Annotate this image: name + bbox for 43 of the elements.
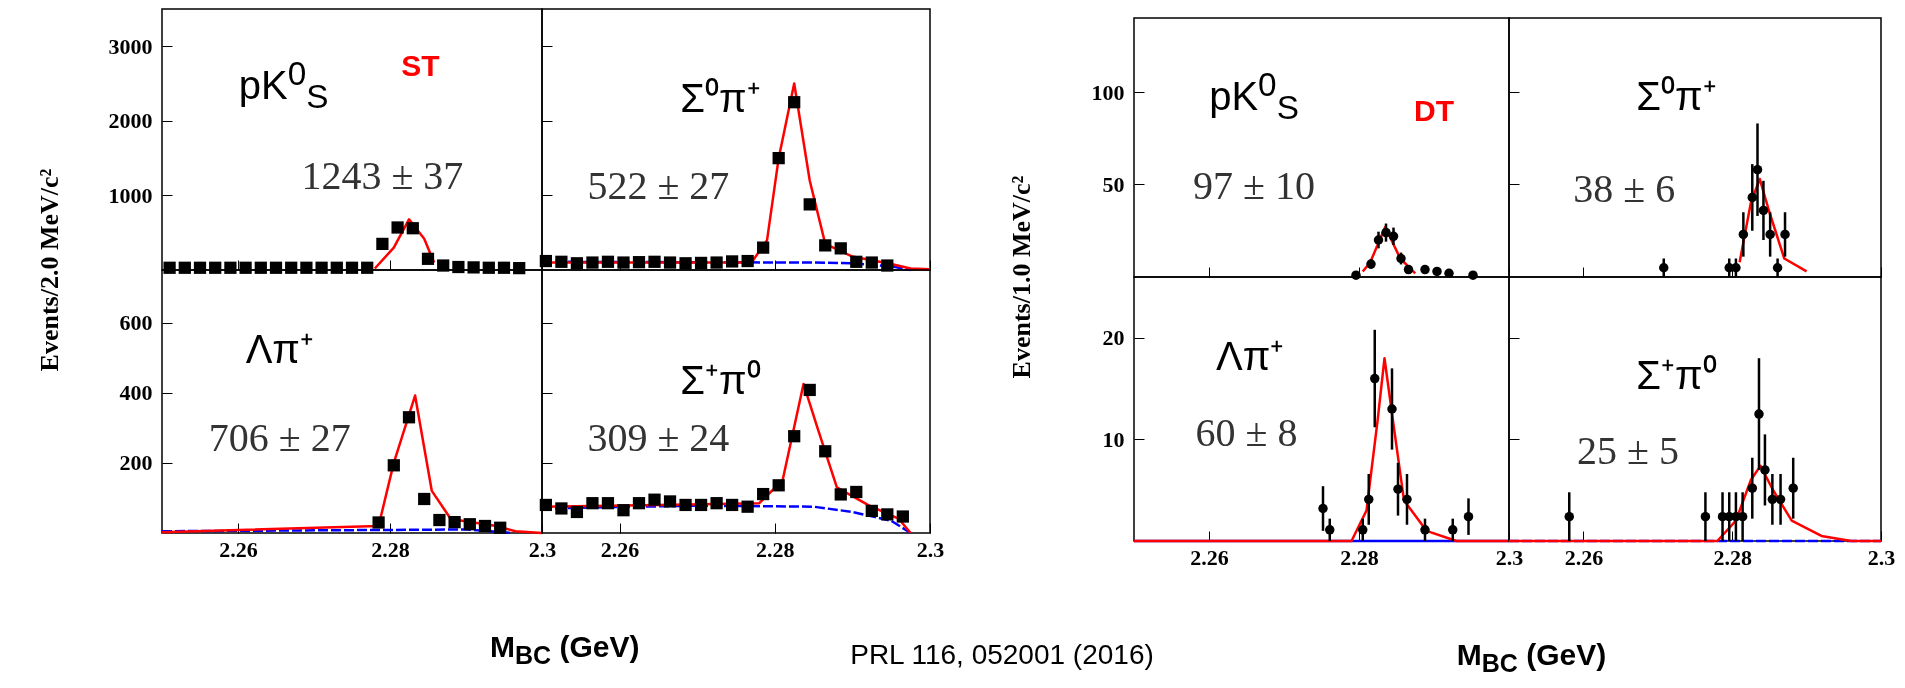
annotation: 38 ± 6 [1573,165,1676,211]
x-tick-label: 2.28 [1713,544,1752,570]
x-tick-label: 2.28 [1340,544,1379,570]
x-axis-title: M$_{BC}$ (GeV) [1456,638,1607,677]
annotation: 309 ± 24 [587,415,730,461]
x-tick-label: 2.26 [1190,544,1229,570]
x-tick-label: 2.3 [1867,544,1896,570]
x-tick-label: 2.26 [219,536,258,562]
annotation: 706 ± 27 [208,415,351,461]
y-tick-label: 200 [119,450,153,476]
annotation: Σ⁺π⁰ [680,358,761,403]
annotation: 1243 ± 37 [301,153,464,199]
y-tick-label: 2000 [108,108,153,134]
y-tick-label: 600 [119,310,153,336]
x-tick-label: 2.26 [600,536,640,562]
annotation: 60 ± 8 [1195,409,1298,455]
annotation: Σ⁺π⁰ [1636,352,1717,397]
annotation: 25 ± 5 [1577,428,1680,474]
x-tick-label: 2.28 [371,536,410,562]
text: DT [1414,94,1454,128]
y-axis-title: Events/1.0 MeV/c² [1007,175,1036,379]
y-tick-label: 3000 [108,33,153,59]
y-tick-label: 20 [1102,325,1125,351]
annotation: 97 ± 10 [1193,163,1315,209]
y-axis-title: Events/2.0 MeV/c² [35,168,64,372]
annotation: 522 ± 27 [587,163,730,209]
x-axis-title: M$_{BC}$ (GeV) [490,630,640,669]
y-tick-label: 10 [1102,426,1125,452]
annotation: Σ⁰π⁺ [1636,73,1717,118]
annotation: Λπ⁺ [245,326,314,371]
y-tick-label: 400 [119,380,153,406]
annotation: Σ⁰π⁺ [680,75,761,120]
annotation: Λπ⁺ [1216,334,1285,379]
text: PRL 116, 052001 (2016) [850,639,1154,670]
x-tick-label: 2.3 [916,536,945,562]
x-tick-label: 2.3 [528,536,557,562]
text: ST [401,49,440,83]
y-tick-label: 1000 [108,182,153,208]
y-tick-label: 50 [1102,172,1125,197]
x-tick-label: 2.3 [1495,544,1524,570]
x-tick-label: 2.26 [1564,544,1604,570]
y-tick-label: 100 [1091,79,1125,105]
x-tick-label: 2.28 [756,536,795,562]
